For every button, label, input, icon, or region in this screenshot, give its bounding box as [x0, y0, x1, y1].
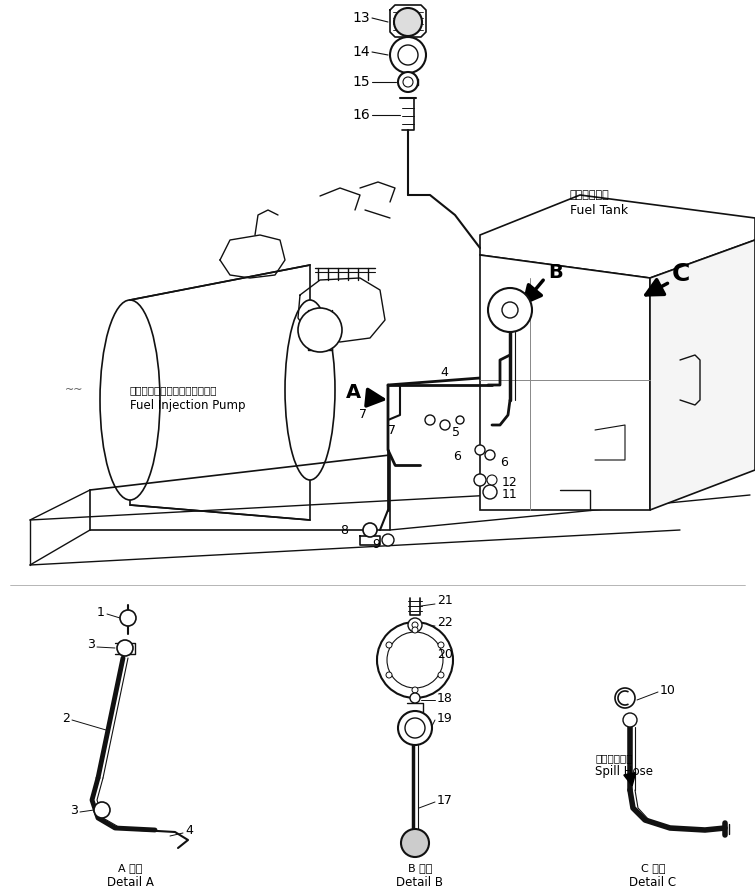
- Text: 22: 22: [437, 616, 453, 630]
- Circle shape: [405, 718, 425, 738]
- Text: C 詳細: C 詳細: [641, 863, 665, 873]
- Polygon shape: [130, 265, 310, 520]
- Circle shape: [394, 8, 422, 36]
- Text: 2: 2: [62, 712, 70, 724]
- Text: フェルタンク: フェルタンク: [570, 190, 610, 200]
- Text: 10: 10: [660, 683, 676, 697]
- Text: 4: 4: [440, 367, 448, 379]
- Circle shape: [408, 618, 422, 632]
- Circle shape: [412, 627, 418, 633]
- Circle shape: [386, 672, 392, 678]
- Text: B: B: [548, 262, 562, 282]
- Text: 7: 7: [359, 409, 367, 422]
- Text: 12: 12: [502, 475, 518, 489]
- Text: 13: 13: [353, 11, 370, 25]
- Circle shape: [398, 711, 432, 745]
- Circle shape: [117, 640, 133, 656]
- Circle shape: [474, 474, 486, 486]
- Text: 21: 21: [437, 593, 453, 607]
- Circle shape: [387, 632, 443, 688]
- Text: Detail B: Detail B: [396, 876, 443, 888]
- Circle shape: [386, 642, 392, 648]
- Circle shape: [410, 693, 420, 703]
- Circle shape: [456, 416, 464, 424]
- Text: Fuel Tank: Fuel Tank: [570, 203, 628, 217]
- Circle shape: [615, 688, 635, 708]
- Text: 17: 17: [437, 794, 453, 806]
- Text: 1: 1: [97, 606, 105, 618]
- Polygon shape: [480, 195, 755, 278]
- Circle shape: [475, 445, 485, 455]
- Text: 16: 16: [353, 108, 370, 122]
- Text: 18: 18: [437, 691, 453, 705]
- Circle shape: [398, 45, 418, 65]
- Circle shape: [298, 308, 342, 352]
- Circle shape: [412, 687, 418, 693]
- Text: 15: 15: [353, 75, 370, 89]
- Text: 3: 3: [87, 639, 95, 651]
- Circle shape: [440, 420, 450, 430]
- Text: C: C: [672, 262, 690, 286]
- Text: 6: 6: [453, 450, 461, 464]
- Text: 5: 5: [452, 425, 460, 439]
- Text: 11: 11: [502, 489, 518, 501]
- Circle shape: [487, 475, 497, 485]
- Text: Spill Hose: Spill Hose: [595, 765, 653, 779]
- Circle shape: [438, 642, 444, 648]
- Circle shape: [412, 622, 418, 628]
- Text: B 詳細: B 詳細: [408, 863, 432, 873]
- Ellipse shape: [285, 300, 335, 480]
- Text: 9: 9: [372, 539, 380, 551]
- Text: A: A: [346, 384, 361, 402]
- Text: フェルインジェクションポンプ: フェルインジェクションポンプ: [130, 385, 217, 395]
- Circle shape: [94, 802, 110, 818]
- Text: Fuel Injection Pump: Fuel Injection Pump: [130, 400, 245, 412]
- Text: Detail A: Detail A: [106, 876, 153, 888]
- Circle shape: [398, 72, 418, 92]
- Text: 7: 7: [388, 424, 396, 436]
- Circle shape: [502, 302, 518, 318]
- Circle shape: [377, 622, 453, 698]
- Circle shape: [438, 672, 444, 678]
- Text: 4: 4: [185, 823, 193, 837]
- Text: スビルホース: スビルホース: [595, 753, 633, 763]
- Text: ~~: ~~: [65, 385, 84, 395]
- Text: 3: 3: [70, 804, 78, 816]
- Text: 19: 19: [437, 712, 453, 724]
- Text: A 詳細: A 詳細: [118, 863, 142, 873]
- Circle shape: [363, 523, 377, 537]
- Circle shape: [390, 37, 426, 73]
- Circle shape: [488, 288, 532, 332]
- Circle shape: [425, 415, 435, 425]
- Circle shape: [401, 829, 429, 857]
- Polygon shape: [480, 255, 650, 510]
- Text: Detail C: Detail C: [630, 876, 676, 888]
- Text: 14: 14: [353, 45, 370, 59]
- Text: 20: 20: [437, 648, 453, 662]
- Circle shape: [120, 610, 136, 626]
- Circle shape: [485, 450, 495, 460]
- Circle shape: [403, 77, 413, 87]
- Text: 8: 8: [340, 524, 348, 536]
- Circle shape: [483, 485, 497, 499]
- Circle shape: [382, 534, 394, 546]
- Ellipse shape: [100, 300, 160, 500]
- Text: 6: 6: [500, 456, 508, 468]
- Polygon shape: [650, 240, 755, 510]
- Circle shape: [623, 713, 637, 727]
